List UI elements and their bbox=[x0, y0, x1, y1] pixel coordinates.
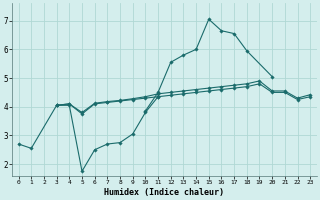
X-axis label: Humidex (Indice chaleur): Humidex (Indice chaleur) bbox=[104, 188, 224, 197]
